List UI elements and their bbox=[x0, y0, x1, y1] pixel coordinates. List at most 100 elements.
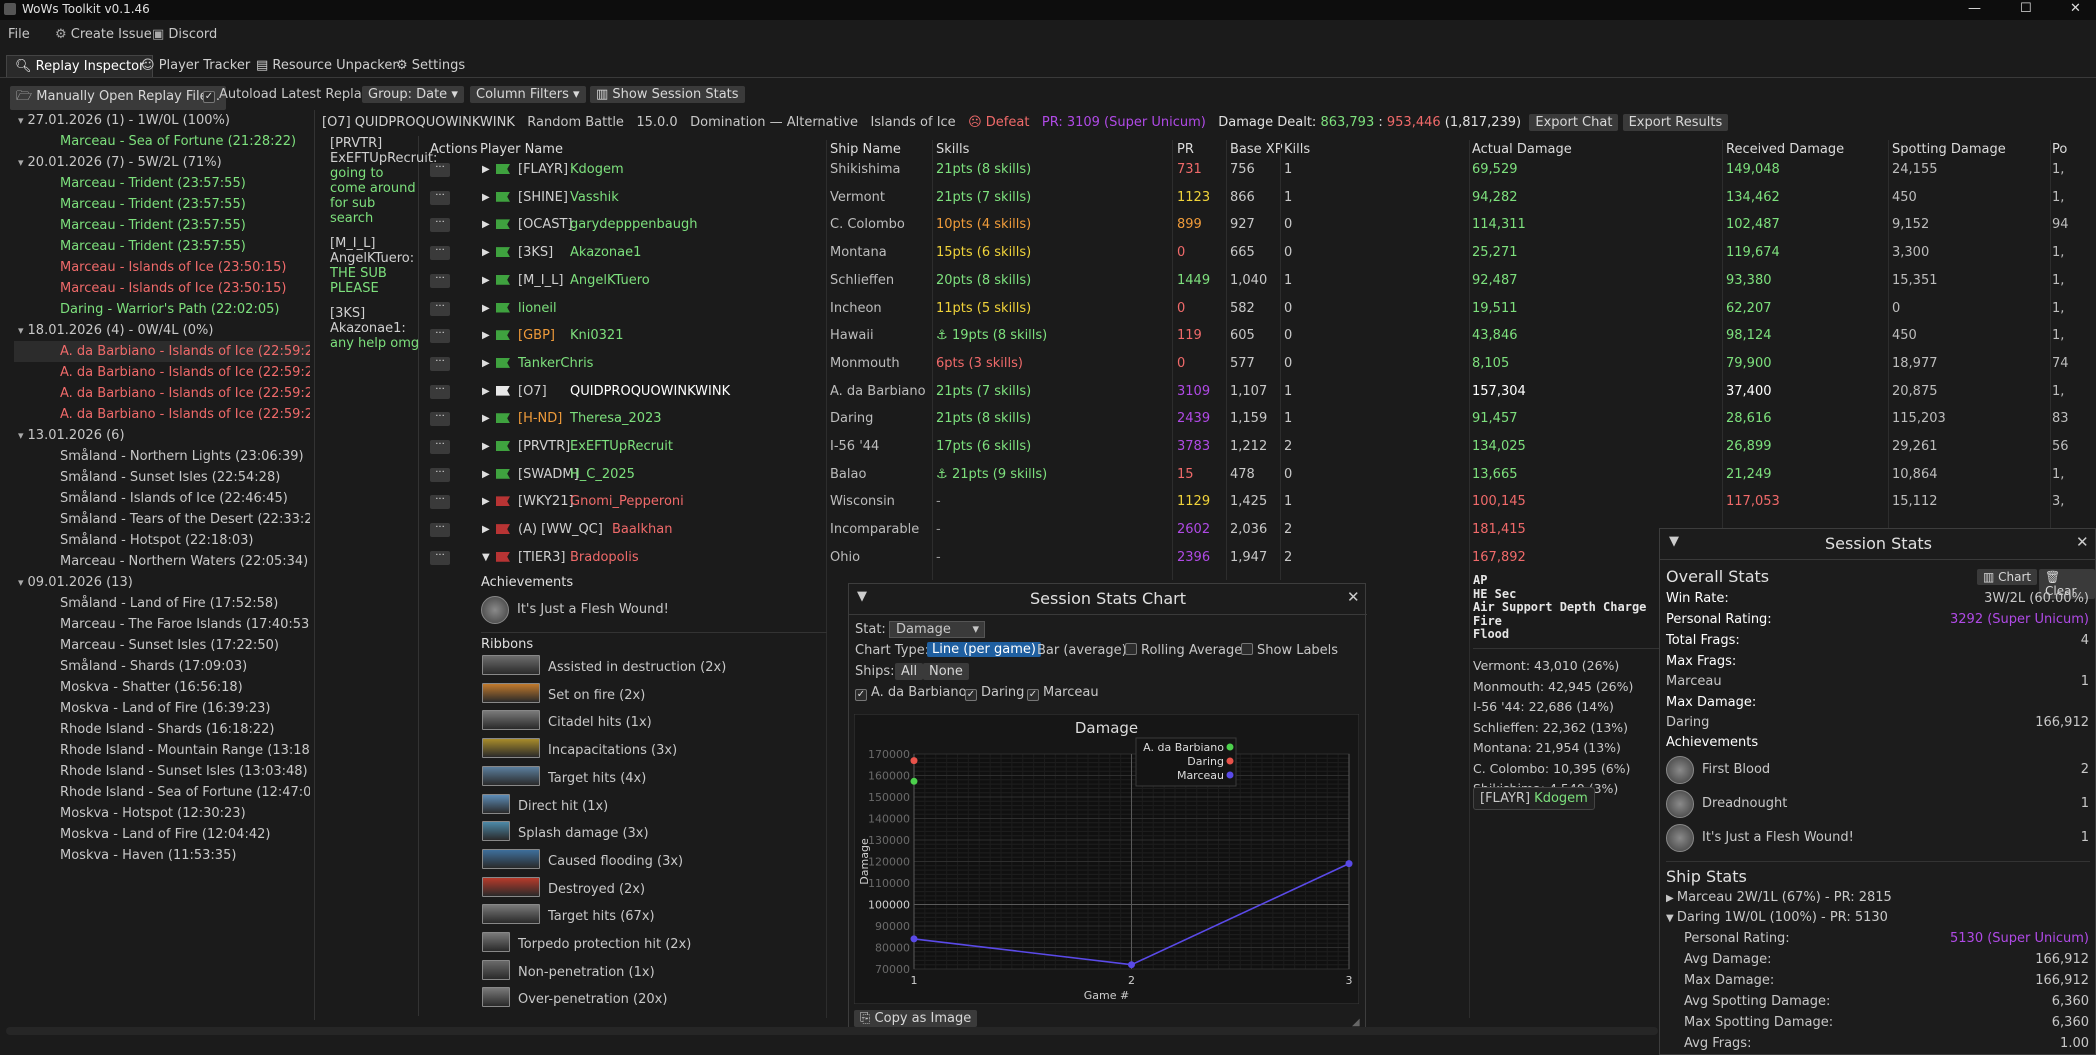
player-row[interactable]: ▶ [SWADM] H_C_2025 Balao 21pts (9 skills) ⚓ 15… bbox=[428, 461, 2096, 489]
row-actions-button[interactable]: ··· bbox=[430, 523, 450, 538]
player-row[interactable]: ▶ [3KS] Akazonae1 Montana 15pts (6 skills) 0 6… bbox=[428, 239, 2096, 267]
expand-arrow-icon[interactable]: ▶ bbox=[482, 413, 490, 425]
collapse-arrow-icon[interactable]: ▼ bbox=[482, 551, 490, 563]
replay-list-item[interactable]: Småland - Land of Fire (17:52:58) bbox=[60, 596, 279, 611]
expand-arrow-icon[interactable]: ▶ bbox=[482, 330, 490, 342]
col-po[interactable]: Po bbox=[2052, 142, 2068, 157]
row-actions-button[interactable]: ··· bbox=[430, 301, 450, 316]
col-kills[interactable]: Kills bbox=[1284, 142, 1311, 157]
autoload-checkbox[interactable]: ✓ Autoload Latest Replay bbox=[203, 87, 369, 103]
expand-arrow-icon[interactable]: ▶ bbox=[482, 385, 490, 397]
close-icon[interactable]: ✕ bbox=[1347, 588, 1360, 606]
expand-arrow-icon[interactable]: ▶ bbox=[482, 191, 490, 203]
replay-list-item[interactable]: Moskva - Haven (11:53:35) bbox=[60, 848, 237, 863]
col-actual-damage[interactable]: Actual Damage bbox=[1472, 142, 1572, 157]
col-base-xp[interactable]: Base XP bbox=[1230, 142, 1283, 157]
replay-list-item[interactable]: Marceau - Trident (23:57:55) bbox=[60, 176, 246, 191]
line-chart-button[interactable]: Line (per game) bbox=[927, 642, 1041, 657]
replay-list-item[interactable]: Moskva - Land of Fire (12:04:42) bbox=[60, 827, 271, 842]
tab-settings[interactable]: ⚙ Settings bbox=[388, 55, 473, 76]
replay-list-item[interactable]: A. da Barbiano - Islands of Ice (22:59:2… bbox=[60, 386, 310, 401]
replay-date-group[interactable]: 20.01.2026 (7) - 5W/2L (71%) bbox=[14, 152, 310, 173]
replay-list-item[interactable]: Småland - Hotspot (22:18:03) bbox=[60, 533, 254, 548]
replay-list-item[interactable]: Moskva - Land of Fire (16:39:23) bbox=[60, 701, 271, 716]
expand-arrow-icon[interactable]: ▶ bbox=[482, 164, 490, 175]
session-chart-button[interactable]: ▥ Chart bbox=[1977, 569, 2038, 585]
ship-check-barbiano[interactable]: ✓ A. da Barbiano bbox=[855, 685, 967, 701]
row-actions-button[interactable]: ··· bbox=[430, 273, 450, 288]
menu-file[interactable]: File bbox=[8, 27, 30, 42]
row-actions-button[interactable]: ··· bbox=[430, 550, 450, 565]
player-row[interactable]: ▶ [OCAST] garydepppenbaugh C. Colombo 10pts … bbox=[428, 211, 2096, 239]
player-row[interactable]: ▶ [SHINE] Vasshik Vermont 21pts (7 skills) 11… bbox=[428, 184, 2096, 212]
row-actions-button[interactable]: ··· bbox=[430, 495, 450, 510]
column-filters-dropdown[interactable]: Column Filters ▾ bbox=[470, 86, 586, 103]
select-all-button[interactable]: All bbox=[895, 663, 924, 680]
player-row[interactable]: ▶ TankerChris Monmouth 6pts (3 skills) 0 577 0… bbox=[428, 350, 2096, 378]
replay-list-item[interactable]: Marceau - Northern Waters (22:05:34) bbox=[60, 554, 309, 569]
replay-list-item[interactable]: Marceau - Trident (23:57:55) bbox=[60, 239, 246, 254]
player-row[interactable]: ▶ [H-ND] Theresa_2023 Daring 21pts (8 skills… bbox=[428, 405, 2096, 433]
show-session-stats-button[interactable]: ▥ Show Session Stats bbox=[590, 86, 745, 103]
col-skills[interactable]: Skills bbox=[936, 142, 970, 157]
row-actions-button[interactable]: ··· bbox=[430, 218, 450, 233]
player-row[interactable]: ▼ [TIER3] Bradopolis Ohio - 2396 1,947 2 167,892 bbox=[428, 544, 2096, 572]
col-actions[interactable]: Actions bbox=[430, 142, 478, 157]
expand-arrow-icon[interactable]: ▶ bbox=[482, 357, 490, 369]
col-pr[interactable]: PR bbox=[1177, 142, 1194, 157]
close-window-button[interactable]: ✕ bbox=[2070, 1, 2081, 16]
replay-date-group[interactable]: 27.01.2026 (1) - 1W/0L (100%) bbox=[14, 110, 310, 131]
row-actions-button[interactable]: ··· bbox=[430, 190, 450, 205]
player-row[interactable]: ▶ [WKY21] Gnomi_Pepperoni Wisconsin - 1129 1,4… bbox=[428, 488, 2096, 516]
replay-list-item[interactable]: Marceau - Sea of Fortune (21:28:22) bbox=[60, 134, 297, 149]
ship-stats-daring[interactable]: ▼ Daring 1W/0L (100%) - PR: 5130 bbox=[1666, 908, 2089, 928]
tab-resource-unpacker[interactable]: ▤ Resource Unpacker bbox=[248, 55, 406, 76]
replay-date-group[interactable]: 13.01.2026 (6) bbox=[14, 425, 310, 446]
replay-list-item[interactable]: Småland - Shards (17:09:03) bbox=[60, 659, 248, 674]
replay-list-item[interactable]: Marceau - Trident (23:57:55) bbox=[60, 218, 246, 233]
replay-list-item[interactable]: Marceau - Sunset Isles (17:22:50) bbox=[60, 638, 279, 653]
replay-list-item[interactable]: A. da Barbiano - Islands of Ice (22:59:2… bbox=[60, 365, 310, 380]
replay-list-item[interactable]: Rhode Island - Shards (16:18:22) bbox=[60, 722, 275, 737]
player-row[interactable]: ▶ (A) [WW_QC] Baalkhan Incomparable - 2602 2,0… bbox=[428, 516, 2096, 544]
menu-create-issue[interactable]: ⚙ Create Issue bbox=[55, 27, 152, 42]
expand-arrow-icon[interactable]: ▶ bbox=[482, 247, 490, 259]
replay-date-group[interactable]: 18.01.2026 (4) - 0W/4L (0%) bbox=[14, 320, 310, 341]
replay-list-item[interactable]: Rhode Island - Sea of Fortune (12:47:09) bbox=[60, 785, 310, 800]
replay-list-item[interactable]: Rhode Island - Mountain Range (13:18:18) bbox=[60, 743, 310, 758]
row-actions-button[interactable]: ··· bbox=[430, 467, 450, 482]
player-row[interactable]: ▶ lioneil Incheon 11pts (5 skills) 0 582 0 19,5… bbox=[428, 295, 2096, 323]
tab-replay-inspector[interactable]: 🔍︎ Replay Inspector bbox=[6, 55, 154, 77]
ship-stats-marceau[interactable]: ▶ Marceau 2W/1L (67%) - PR: 2815 bbox=[1666, 888, 2089, 908]
col-spotting-damage[interactable]: Spotting Damage bbox=[1892, 142, 2006, 157]
expand-arrow-icon[interactable]: ▶ bbox=[482, 496, 490, 508]
replay-list-item[interactable]: Moskva - Hotspot (12:30:23) bbox=[60, 806, 246, 821]
col-player-name[interactable]: Player Name bbox=[480, 142, 563, 157]
replay-list-item[interactable]: Daring - Warrior's Path (22:02:05) bbox=[60, 302, 280, 317]
player-row[interactable]: ▶ [O7] QUIDPROQUOWINKWINK A. da Barbiano 21p… bbox=[428, 378, 2096, 406]
session-stats-chart-window[interactable]: ▼ Session Stats Chart ✕ Stat: Damage ▾ Ch… bbox=[848, 583, 1367, 1033]
row-actions-button[interactable]: ··· bbox=[430, 356, 450, 371]
player-row[interactable]: ▶ [PRVTR] ExEFTUpRecruit I-56 '44 17pts (6 s… bbox=[428, 433, 2096, 461]
collapse-icon[interactable]: ▼ bbox=[857, 589, 867, 604]
select-none-button[interactable]: None bbox=[923, 663, 969, 680]
player-row[interactable]: ▶ [FLAYR] Kdogem Shikishima 21pts (8 skills)… bbox=[428, 156, 2096, 184]
col-received-damage[interactable]: Received Damage bbox=[1726, 142, 1845, 157]
open-replay-button[interactable]: 🗁 Manually Open Replay File... bbox=[10, 86, 227, 110]
row-actions-button[interactable]: ··· bbox=[430, 163, 450, 177]
row-actions-button[interactable]: ··· bbox=[430, 440, 450, 454]
export-chat-button[interactable]: Export Chat bbox=[1529, 114, 1619, 131]
stat-select[interactable]: Damage ▾ bbox=[889, 621, 985, 638]
replay-list-item[interactable]: Småland - Islands of Ice (22:46:45) bbox=[60, 491, 288, 506]
replay-date-group[interactable]: 09.01.2026 (13) bbox=[14, 572, 310, 593]
menu-discord[interactable]: ▣ Discord bbox=[152, 27, 217, 42]
player-row[interactable]: ▶ [M_I_L] AngelKTuero Schlieffen 20pts (8 sk… bbox=[428, 267, 2096, 295]
minimize-button[interactable]: — bbox=[1968, 1, 1981, 16]
col-ship-name[interactable]: Ship Name bbox=[830, 142, 901, 157]
expand-arrow-icon[interactable]: ▶ bbox=[482, 524, 490, 536]
replay-list-item[interactable]: A. da Barbiano - Islands of Ice (22:59:2… bbox=[14, 341, 310, 362]
expand-arrow-icon[interactable]: ▶ bbox=[482, 441, 490, 452]
row-actions-button[interactable]: ··· bbox=[430, 384, 450, 399]
replay-list-item[interactable]: Rhode Island - Sunset Isles (13:03:48) bbox=[60, 764, 308, 779]
replay-list-item[interactable]: Marceau - Trident (23:57:55) bbox=[60, 197, 246, 212]
